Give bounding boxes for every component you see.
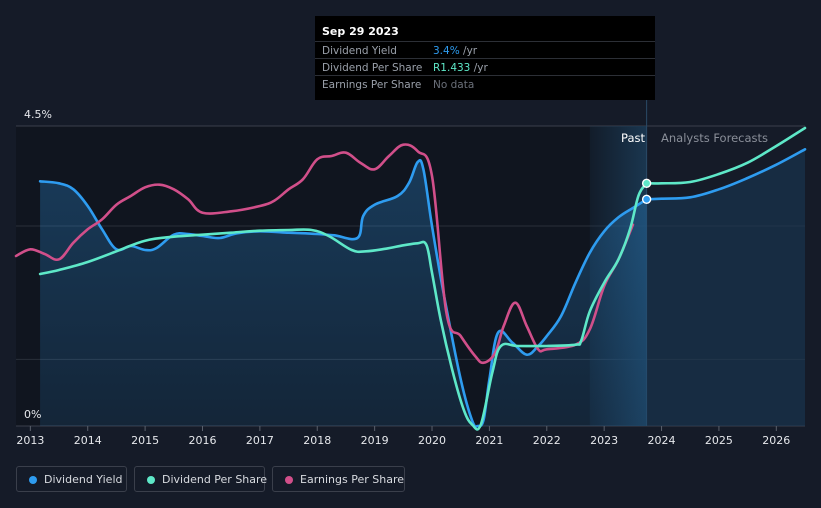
forecast-region-label: Analysts Forecasts [661,131,768,145]
dividend-per-share-line [38,182,648,431]
tooltip-unit: /yr [459,45,478,57]
x-tick-label: 2024 [648,434,676,447]
x-tick-label: 2022 [533,434,561,447]
tooltip-value: 3.4% [433,45,460,57]
legend-item-earnings-per-share[interactable]: Earnings Per Share [272,466,405,492]
dividend-yield-marker [641,194,652,205]
x-tick-label: 2023 [590,434,618,447]
past-region-label: Past [621,131,645,145]
dividend-yield-forecast-line [645,148,807,201]
y-tick-label-max: 4.5% [24,108,52,121]
dividend-yield-forecast-area [646,149,805,427]
legend-label: Earnings Per Share [300,473,405,486]
y-axis-ticks: 4.5% 0% [24,108,52,421]
legend-label: Dividend Per Share [162,473,268,486]
tooltip-date: Sep 29 2023 [322,25,399,38]
tooltip-row-dividend-yield: Dividend Yield 3.4% /yr [315,41,655,59]
dividend-yield-line [38,158,648,428]
legend-dot-icon [147,476,155,484]
tooltip-label: Earnings Per Share [322,79,422,91]
earnings-per-share-line [14,143,635,365]
legend-dot-icon [29,476,37,484]
tooltip-value: R1.433 [433,62,471,74]
legend-item-dividend-yield[interactable]: Dividend Yield [16,466,127,492]
x-tick-label: 2020 [418,434,446,447]
x-tick-label: 2021 [475,434,503,447]
x-tick-label: 2017 [246,434,274,447]
dividend-per-share-forecast-line [645,126,807,185]
tooltip-row-dividend-per-share: Dividend Per Share R1.433 /yr [315,58,655,76]
series-markers [641,178,652,205]
legend-item-dividend-per-share[interactable]: Dividend Per Share [134,466,268,492]
dividend-per-share-marker [641,178,652,189]
tooltip-label: Dividend Per Share [322,62,423,74]
x-tick-label: 2026 [762,434,790,447]
x-tick-label: 2016 [188,434,216,447]
tooltip-row-earnings-per-share: Earnings Per Share No data [315,75,655,93]
y-tick-label-min: 0% [24,408,41,421]
x-tick-label: 2025 [705,434,733,447]
tooltip-unit: /yr [470,62,488,74]
x-axis-ticks: 2013 2014 2015 2016 2017 2018 2019 2020 2021 2022… [16,426,790,447]
x-tick-label: 2015 [131,434,159,447]
series-lines [14,126,807,431]
legend-dot-icon [285,476,293,484]
x-tick-label: 2019 [361,434,389,447]
tooltip-value: No data [433,79,475,91]
legend-label: Dividend Yield [44,473,123,486]
x-tick-label: 2014 [74,434,102,447]
tooltip-label: Dividend Yield [322,45,397,57]
hover-tooltip: Sep 29 2023 Dividend Yield 3.4% /yr Divi… [315,16,655,100]
x-tick-label: 2018 [303,434,331,447]
x-tick-label: 2013 [16,434,44,447]
